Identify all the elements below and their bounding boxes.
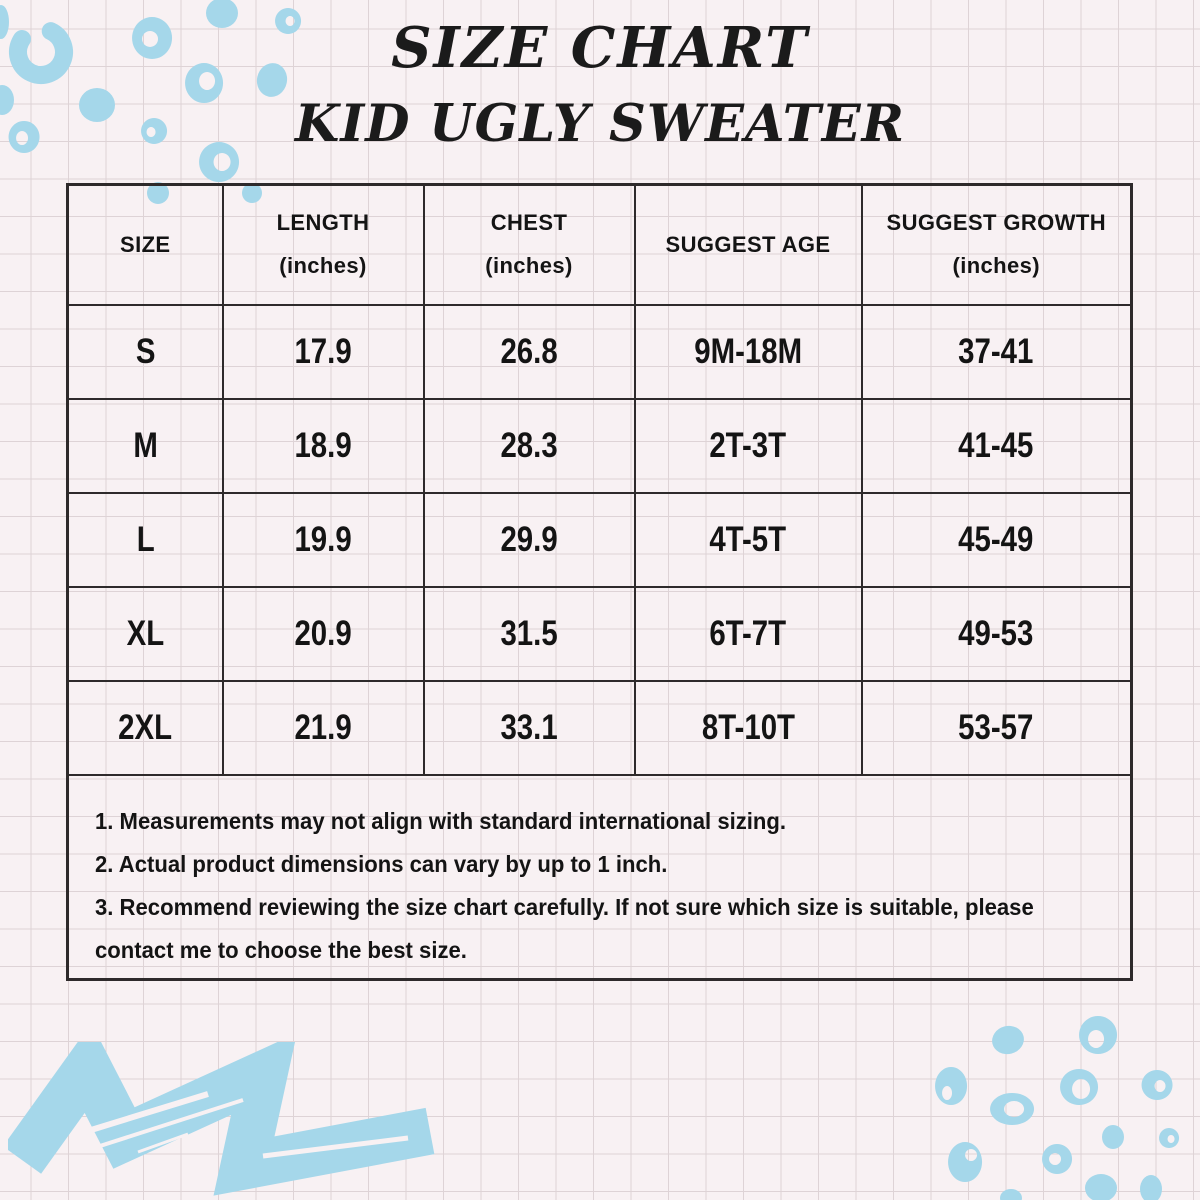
note-2: 2. Actual product dimensions can vary by… [95,850,668,877]
cell-suggest-age: 8T-10T [633,679,863,776]
table-row-m: M 18.9 28.3 2T-3T 41-45 [66,397,1133,494]
cell-size: XL [66,585,224,682]
cell-length: 19.9 [221,491,425,588]
cell-chest: 26.8 [422,303,636,400]
cell-length: 20.9 [221,585,425,682]
cell-size: S [66,303,224,400]
cell-length: 21.9 [221,679,425,776]
cell-chest: 28.3 [422,397,636,494]
column-header-chest: CHEST (inches) [422,183,636,306]
cell-suggest-age: 6T-7T [633,585,863,682]
brush-zigzag-icon [8,1042,435,1196]
page-title-line2: KID UGLY SWEATER [295,93,905,154]
cell-size: 2XL [66,679,224,776]
cell-suggest-growth: 53-57 [860,679,1133,776]
column-header-suggest-growth: SUGGEST GROWTH (inches) [860,183,1133,306]
column-header-size: SIZE [66,183,224,306]
notes-section: 1. Measurements may not align with stand… [66,773,1133,981]
cell-chest: 29.9 [422,491,636,588]
column-header-length: LENGTH (inches) [221,183,425,306]
cell-suggest-growth: 41-45 [860,397,1133,494]
cell-suggest-age: 9M-18M [633,303,863,400]
cell-size: M [66,397,224,494]
cell-suggest-growth: 37-41 [860,303,1133,400]
cell-chest: 33.1 [422,679,636,776]
table-notes-row: 1. Measurements may not align with stand… [66,773,1133,981]
table-row-xl: XL 20.9 31.5 6T-7T 49-53 [66,585,1133,682]
cell-length: 17.9 [221,303,425,400]
table-row-2xl: 2XL 21.9 33.1 8T-10T 53-57 [66,679,1133,776]
page-title: SIZE CHART KID UGLY SWEATER [0,15,1200,154]
column-header-suggest-age: SUGGEST AGE [633,183,863,306]
cell-length: 18.9 [221,397,425,494]
note-1: 1. Measurements may not align with stand… [95,807,787,834]
table-row-l: L 19.9 29.9 4T-5T 45-49 [66,491,1133,588]
cell-suggest-age: 4T-5T [633,491,863,588]
cell-suggest-growth: 45-49 [860,491,1133,588]
page-title-line1: SIZE CHART [391,15,809,81]
cell-size: L [66,491,224,588]
cell-suggest-age: 2T-3T [633,397,863,494]
cell-chest: 31.5 [422,585,636,682]
size-chart-table: SIZE LENGTH (inches) CHEST (inches) SUGG… [66,183,1133,981]
note-3: 3. Recommend reviewing the size chart ca… [95,893,1034,963]
table-row-s: S 17.9 26.8 9M-18M 37-41 [66,303,1133,400]
table-header-row: SIZE LENGTH (inches) CHEST (inches) SUGG… [66,183,1133,306]
cell-suggest-growth: 49-53 [860,585,1133,682]
hand-drawn-dots-icon [935,1016,1180,1200]
